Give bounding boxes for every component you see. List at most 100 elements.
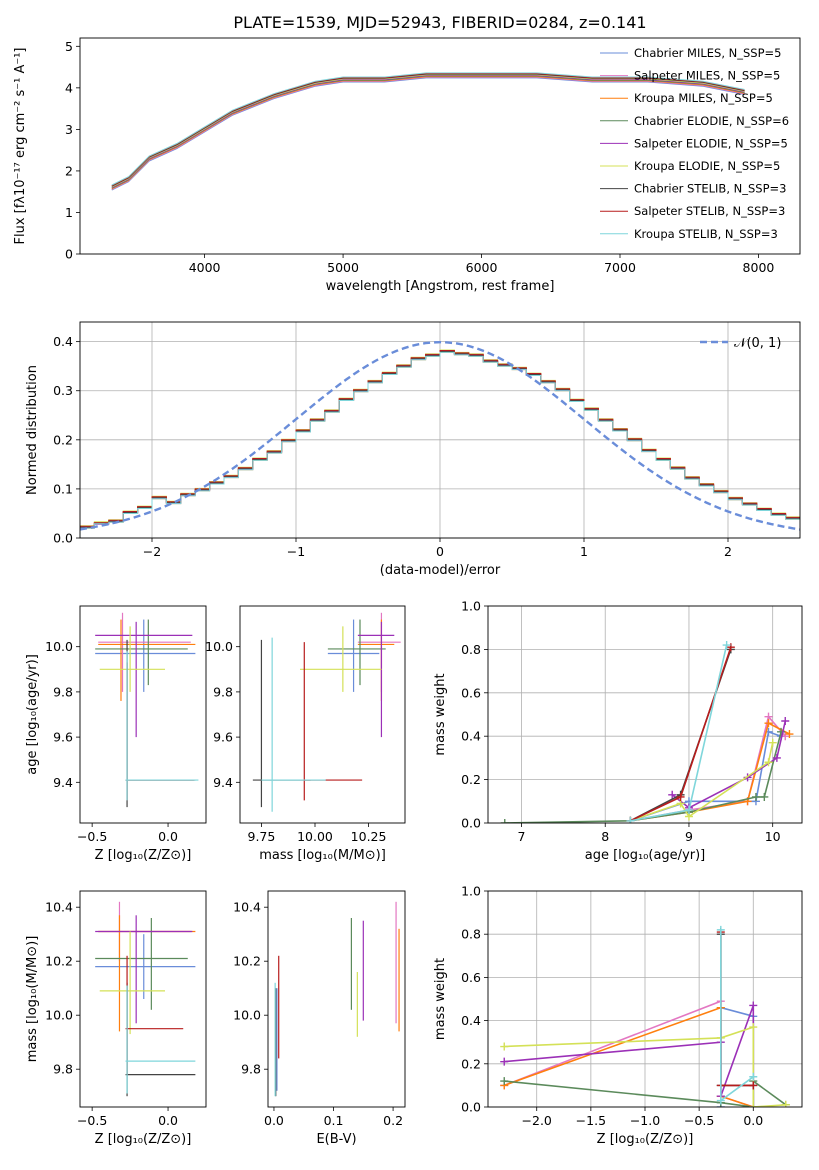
weight-marker [764, 719, 773, 728]
spectrum-line [111, 73, 745, 187]
weight_vs_age-xtick-label: 9 [685, 829, 693, 844]
age_vs_Z-axes: −0.5 0.0 9.4 9.6 9.8 10.0 Z [log₁₀(Z/Z⊙)] age [… [25, 605, 207, 863]
weight_vs_age-xtick-label: 8 [601, 829, 609, 844]
age_vs_Z-plot-area [95, 612, 199, 808]
spectrum-xtick-label: 5000 [327, 260, 359, 275]
residuals-ytick-label: 0.3 [53, 383, 73, 398]
mass_vs_Z-xtick-label: −0.5 [77, 1113, 107, 1128]
weight_vs_age-ytick-label: 0.8 [461, 642, 481, 657]
age_vs_mass-ytick-label: 10.0 [205, 639, 233, 654]
spectrum-plot-area [111, 72, 745, 191]
weight_vs_age-xlabel: age [log₁₀(age/yr)] [585, 848, 706, 863]
spectrum-line [111, 75, 745, 189]
residuals-xtick-label: −2 [143, 544, 161, 559]
mass_vs_ebv-frame [267, 890, 406, 1108]
weight_vs_Z-frame [487, 890, 803, 1108]
age_vs_Z-ytick-label: 9.8 [53, 684, 73, 699]
spectrum-ytick-label: 1 [65, 205, 73, 220]
spectrum-line [111, 77, 745, 191]
weight_vs_age-ytick-label: 0.4 [461, 729, 481, 744]
weight-line [504, 731, 782, 823]
weight_vs_age-ytick-label: 0.2 [461, 772, 481, 787]
weight_vs_Z-xtick-label: 0.0 [743, 1113, 763, 1128]
weight_vs_Z-ytick-label: 0.8 [461, 927, 481, 942]
spectrum-title: PLATE=1539, MJD=52943, FIBERID=0284, z=0… [233, 13, 646, 32]
weight-marker [749, 1103, 758, 1107]
age_vs_mass-axes: 9.75 10.00 10.25 9.4 9.6 9.8 10.0 mass [log₁₀(M… [205, 605, 406, 863]
weight-marker [768, 738, 777, 747]
weight-marker [500, 1042, 509, 1051]
weight_vs_age-ytick-label: 0.6 [461, 685, 481, 700]
weight-marker [781, 717, 790, 726]
weight_vs_Z-ylabel: mass weight [433, 958, 448, 1040]
residuals-xtick-label: 0 [436, 544, 444, 559]
weight-marker [781, 1100, 790, 1107]
age_vs_mass-frame [239, 605, 406, 824]
age_vs_mass-xtick-label: 9.75 [248, 829, 276, 844]
spectrum-axes: 4000 5000 6000 7000 8000 0 1 2 3 4 5 wavelength [An… [13, 37, 801, 294]
residuals-xtick-label: −1 [287, 544, 305, 559]
weight_vs_age-frame [487, 605, 803, 824]
residuals-ylabel: Normed distribution [25, 365, 40, 495]
weight_vs_Z-axes: −2.0 −1.5 −1.0 −0.5 0.0 0.0 0.2 0.4 0.6 0.8 1.0 Z [… [433, 884, 803, 1147]
weight-marker [500, 819, 509, 823]
spectrum-line [111, 72, 745, 186]
mass_vs_ebv-ytick-label: 10.0 [233, 1008, 261, 1023]
mass_vs_Z-ytick-label: 10.0 [45, 1008, 73, 1023]
spectrum-line [111, 76, 745, 190]
age_vs_mass-xtick-label: 10.00 [297, 829, 333, 844]
age_vs_Z-ytick-label: 10.0 [45, 639, 73, 654]
legend-label: Kroupa STELIB, N_SSP=3 [634, 227, 778, 241]
weight-marker [500, 1057, 509, 1066]
legend-label: Salpeter MILES, N_SSP=5 [634, 69, 780, 83]
mass_vs_ebv-ytick-label: 10.2 [233, 954, 261, 969]
mass_vs_Z-xlabel: Z [log₁₀(Z/Z⊙)] [95, 1132, 192, 1147]
spectrum-line [111, 73, 745, 187]
spectrum-line [111, 74, 745, 188]
residuals-xtick-label: 2 [724, 544, 732, 559]
weight-marker [726, 643, 735, 652]
weight-marker [500, 1077, 509, 1086]
spectrum-ylabel: Flux [fλ10⁻¹⁷ erg cm⁻² s⁻¹ A⁻¹] [13, 48, 28, 245]
age_vs_mass-ytick-label: 9.8 [213, 684, 233, 699]
weight-marker [749, 1072, 758, 1081]
weight-marker [716, 1096, 725, 1105]
spectrum-xtick-label: 7000 [604, 260, 636, 275]
legend-label: Salpeter STELIB, N_SSP=3 [634, 204, 785, 218]
weight-marker [676, 792, 685, 801]
weight-marker [716, 925, 725, 934]
spectrum-xlabel: wavelength [Angstrom, rest frame] [326, 279, 555, 294]
age_vs_Z-xtick-label: −0.5 [77, 829, 107, 844]
residuals-axes: −2 −1 0 1 2 0.0 0.1 0.2 0.3 0.4 (data-model)/error… [25, 321, 801, 578]
weight_vs_age-ytick-label: 1.0 [461, 599, 481, 614]
age_vs_Z-frame [79, 605, 207, 824]
weight_vs_age-ylabel: mass weight [433, 673, 448, 755]
weight_vs_Z-xtick-label: −1.5 [576, 1113, 606, 1128]
legend-label: Chabrier MILES, N_SSP=5 [634, 46, 781, 60]
weight-marker [749, 1001, 758, 1010]
weight-marker [684, 805, 693, 814]
weight_vs_Z-xtick-label: −1.0 [630, 1113, 660, 1128]
age_vs_mass-plot-area [252, 612, 401, 812]
weight-marker [777, 727, 786, 736]
legend-label: Salpeter ELODIE, N_SSP=5 [634, 136, 788, 150]
age_vs_Z-ytick-label: 9.6 [53, 730, 73, 745]
spectrum-ytick-label: 4 [65, 80, 73, 95]
residuals-ytick-label: 0.2 [53, 432, 73, 447]
residuals-xtick-label: 1 [580, 544, 588, 559]
weight-marker [722, 641, 731, 650]
weight-marker [764, 758, 773, 767]
legend-label: Chabrier ELODIE, N_SSP=6 [634, 114, 789, 128]
mass_vs_ebv-axes: 0.0 0.1 0.2 9.8 10.0 10.2 10.4 E(B-V) [233, 890, 406, 1147]
weight_vs_Z-ytick-label: 0.0 [461, 1100, 481, 1115]
weight_vs_Z-xtick-label: −0.5 [684, 1113, 714, 1128]
weight-marker [785, 730, 794, 739]
weight-marker [751, 792, 760, 801]
weight_vs_age-axes: 7 8 9 10 0.0 0.2 0.4 0.6 0.8 1.0 age [log₁₀(age/yr… [433, 599, 803, 863]
spectrum-xtick-label: 4000 [189, 260, 221, 275]
weight_vs_Z-ytick-label: 1.0 [461, 884, 481, 899]
residuals-xlabel: (data-model)/error [380, 563, 501, 578]
weight_vs_age-xtick-label: 10 [765, 829, 781, 844]
legend-label: Chabrier STELIB, N_SSP=3 [634, 182, 786, 196]
